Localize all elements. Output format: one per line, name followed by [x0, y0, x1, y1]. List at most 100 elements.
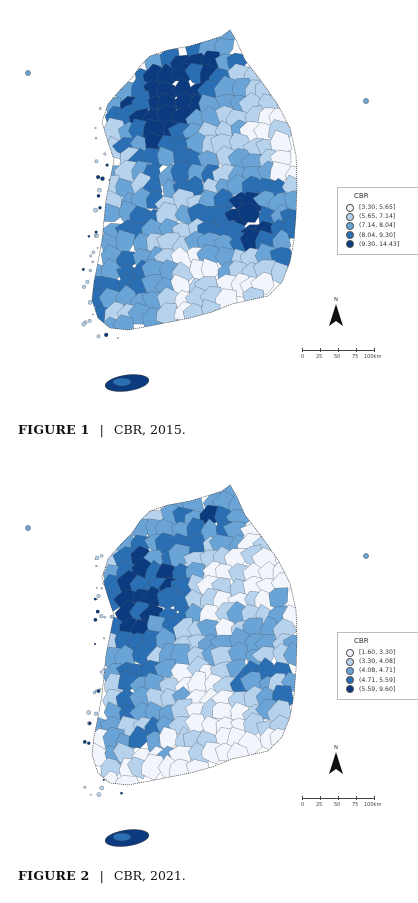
- legend-row: [3.30, 5.65]: [346, 203, 418, 212]
- legend-row: (5.59, 9.60]: [346, 685, 418, 694]
- legend-swatch-1: [346, 203, 354, 212]
- island: [87, 741, 91, 745]
- island: [87, 300, 93, 305]
- legend-swatch-2: [346, 657, 354, 666]
- island: [103, 637, 105, 640]
- island: [98, 688, 102, 691]
- legend-class-1: [3.30, 5.65]: [359, 204, 396, 212]
- district-region: [237, 203, 261, 223]
- island: [95, 565, 98, 568]
- jeju-district: [112, 832, 132, 842]
- island: [96, 594, 101, 598]
- island: [100, 587, 103, 590]
- north-arrow: N: [328, 297, 344, 327]
- district-region: [115, 775, 141, 785]
- island: [100, 554, 104, 558]
- island: [81, 322, 86, 327]
- island: [105, 163, 109, 167]
- district-region: [282, 641, 297, 667]
- legend-row: (5.65, 7.14]: [346, 212, 418, 221]
- legend-title: CBR: [354, 192, 369, 200]
- island: [25, 70, 31, 76]
- island: [97, 187, 102, 193]
- caption-separator: |: [99, 868, 104, 883]
- north-arrow: N: [328, 745, 344, 775]
- scale-tick-label: 100km: [364, 802, 382, 808]
- island: [89, 254, 93, 258]
- legend-swatch-5: [346, 685, 354, 694]
- island: [96, 247, 99, 249]
- scale-tick-label: 25: [316, 354, 323, 360]
- island: [93, 597, 97, 601]
- figure-caption: FIGURE 1 | CBR, 2015.: [18, 422, 186, 437]
- district-region: [92, 741, 111, 767]
- island: [99, 670, 103, 674]
- island: [103, 615, 106, 619]
- legend-class-3: (4.08, 4.71]: [359, 667, 396, 675]
- legend-row: (4.08, 4.71]: [346, 666, 418, 675]
- island: [92, 313, 94, 316]
- mainland-outline: [91, 484, 298, 786]
- legend-row: (9.30, 14.43]: [346, 240, 418, 249]
- jeju-district: [112, 377, 132, 387]
- island: [104, 332, 109, 337]
- island: [83, 785, 87, 789]
- legend-swatch-4: [346, 231, 354, 240]
- scale-tick-label: 75: [352, 802, 359, 808]
- island: [25, 525, 31, 531]
- scale-tick-label: 0: [301, 802, 305, 808]
- island: [86, 710, 91, 715]
- legend-class-4: (4.71, 5.59]: [359, 676, 396, 684]
- legend-row: (4.71, 5.59]: [346, 676, 418, 685]
- north-label: N: [334, 745, 338, 751]
- island: [99, 614, 104, 618]
- island: [96, 792, 102, 797]
- island: [95, 689, 98, 692]
- scale-tick-label: 50: [334, 802, 341, 808]
- caption-separator: |: [99, 422, 104, 437]
- island: [102, 778, 105, 781]
- legend-row: (7.14, 8.04]: [346, 221, 418, 230]
- north-arrow-icon: [329, 752, 343, 774]
- legend-row: (8.04, 9.30]: [346, 231, 418, 240]
- island: [82, 740, 87, 744]
- north-arrow-icon: [329, 304, 343, 326]
- scale-bar: 0 25 50 75 100km: [301, 794, 382, 810]
- choropleth-map-2015: [25, 29, 369, 392]
- legend-title: CBR: [354, 637, 369, 645]
- legend-class-5: (9.30, 14.43]: [359, 240, 400, 248]
- island: [88, 721, 92, 726]
- caption-label: FIGURE 2: [18, 868, 90, 883]
- island: [88, 268, 92, 273]
- scale-tick-label: 25: [316, 802, 323, 808]
- island: [102, 582, 105, 585]
- island: [93, 711, 98, 716]
- island: [96, 194, 101, 198]
- north-label: N: [334, 297, 338, 303]
- caption-label: FIGURE 1: [18, 422, 90, 437]
- scale-tick-label: 100km: [364, 354, 382, 360]
- island: [81, 267, 85, 271]
- island: [102, 668, 106, 671]
- legend-swatch-5: [346, 240, 354, 249]
- island: [93, 207, 98, 213]
- scale-tick-label: 50: [334, 354, 341, 360]
- legend-swatch-3: [346, 221, 354, 230]
- caption-text: CBR, 2015.: [113, 422, 186, 437]
- legend-row: [1.60, 3.30]: [346, 648, 418, 657]
- legend-class-3: (7.14, 8.04]: [359, 222, 396, 230]
- mainland-outline: [91, 29, 298, 331]
- scale-bar: 0 25 50 75 100km: [301, 346, 382, 362]
- figure-1: CBR [3.30, 5.65] (5.65, 7.14] (7.14, 8.0…: [0, 0, 418, 450]
- island: [98, 206, 102, 210]
- island: [91, 260, 95, 264]
- island: [98, 107, 102, 110]
- island: [96, 175, 101, 180]
- island: [85, 279, 90, 284]
- island: [93, 617, 98, 622]
- district-region: [271, 261, 293, 286]
- island: [95, 234, 99, 238]
- island: [103, 152, 107, 156]
- legend-class-2: (5.65, 7.14]: [359, 213, 396, 221]
- island: [99, 785, 104, 791]
